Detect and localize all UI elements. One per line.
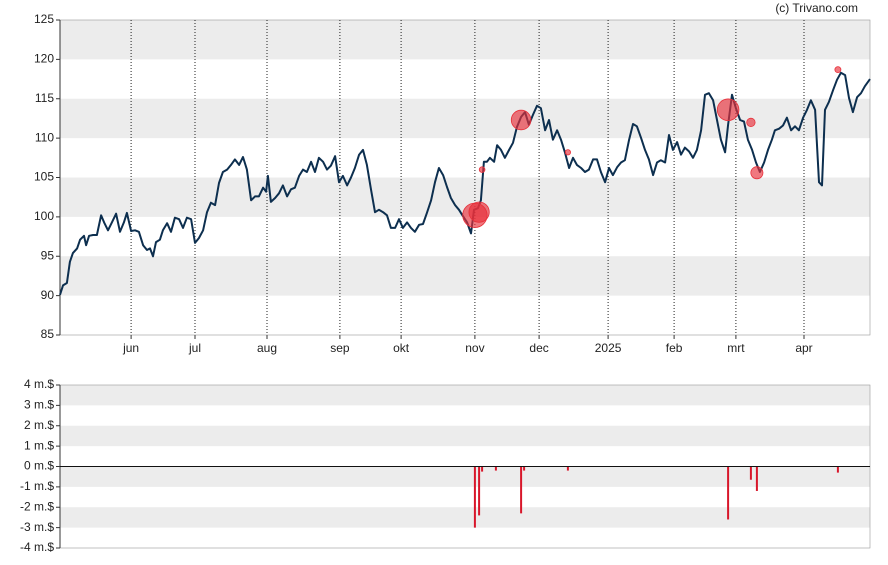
x-tick-label: aug xyxy=(257,341,277,355)
trade-marker xyxy=(564,149,571,156)
x-tick-label: nov xyxy=(465,341,484,355)
bar xyxy=(836,466,839,473)
trade-marker xyxy=(716,98,740,122)
y-tick-label: 100 xyxy=(34,209,54,223)
x-tick-label: jul xyxy=(188,341,201,355)
bar xyxy=(481,466,484,472)
bar xyxy=(755,466,758,491)
grid-band xyxy=(60,507,870,528)
trade-marker xyxy=(834,66,842,74)
bar xyxy=(727,466,730,520)
bar xyxy=(566,466,569,471)
x-tick-label: dec xyxy=(529,341,548,355)
grid-band xyxy=(60,256,870,296)
y-tick-label: -4 m.$ xyxy=(20,540,54,554)
x-tick-label: feb xyxy=(666,341,683,355)
grid-band xyxy=(60,20,870,60)
bar xyxy=(520,466,523,514)
x-tick-label: apr xyxy=(795,341,812,355)
y-tick-label: 125 xyxy=(34,12,54,26)
trade-marker xyxy=(510,109,532,131)
y-tick-label: 4 m.$ xyxy=(24,377,54,391)
y-tick-label: 120 xyxy=(34,52,54,66)
trade-marker xyxy=(746,117,756,127)
y-tick-label: 110 xyxy=(35,130,54,144)
grid-band xyxy=(60,385,870,406)
credit: (c) Trivano.com xyxy=(775,1,858,15)
bar xyxy=(473,466,476,528)
y-tick-label: 2 m.$ xyxy=(24,418,54,432)
y-tick-label: 115 xyxy=(35,91,54,105)
x-tick-label: okt xyxy=(393,341,410,355)
grid-band xyxy=(60,425,870,447)
y-tick-label: 1 m.$ xyxy=(24,438,54,452)
x-tick-label: mrt xyxy=(727,341,745,355)
bar xyxy=(523,466,526,471)
x-tick-label: jun xyxy=(122,341,139,355)
y-tick-label: 3 m.$ xyxy=(24,398,54,412)
y-tick-label: 95 xyxy=(41,248,55,262)
grid-band xyxy=(60,466,870,487)
trade-marker xyxy=(478,166,486,173)
y-tick-label: 0 m.$ xyxy=(24,459,54,473)
x-tick-label: 2025 xyxy=(595,341,622,355)
trade-marker xyxy=(750,166,764,180)
y-tick-label: 105 xyxy=(34,170,54,184)
y-tick-label: 85 xyxy=(41,327,55,341)
trade-marker xyxy=(468,201,490,223)
y-tick-label: -1 m.$ xyxy=(20,479,54,493)
bar xyxy=(494,466,497,471)
price-line xyxy=(59,71,871,296)
y-tick-label: -3 m.$ xyxy=(20,520,54,534)
bar xyxy=(749,466,752,480)
x-tick-label: sep xyxy=(330,341,350,355)
y-tick-label: 90 xyxy=(41,288,55,302)
bar xyxy=(478,466,481,516)
grid-band xyxy=(60,98,870,139)
y-tick-label: -2 m.$ xyxy=(20,499,54,513)
